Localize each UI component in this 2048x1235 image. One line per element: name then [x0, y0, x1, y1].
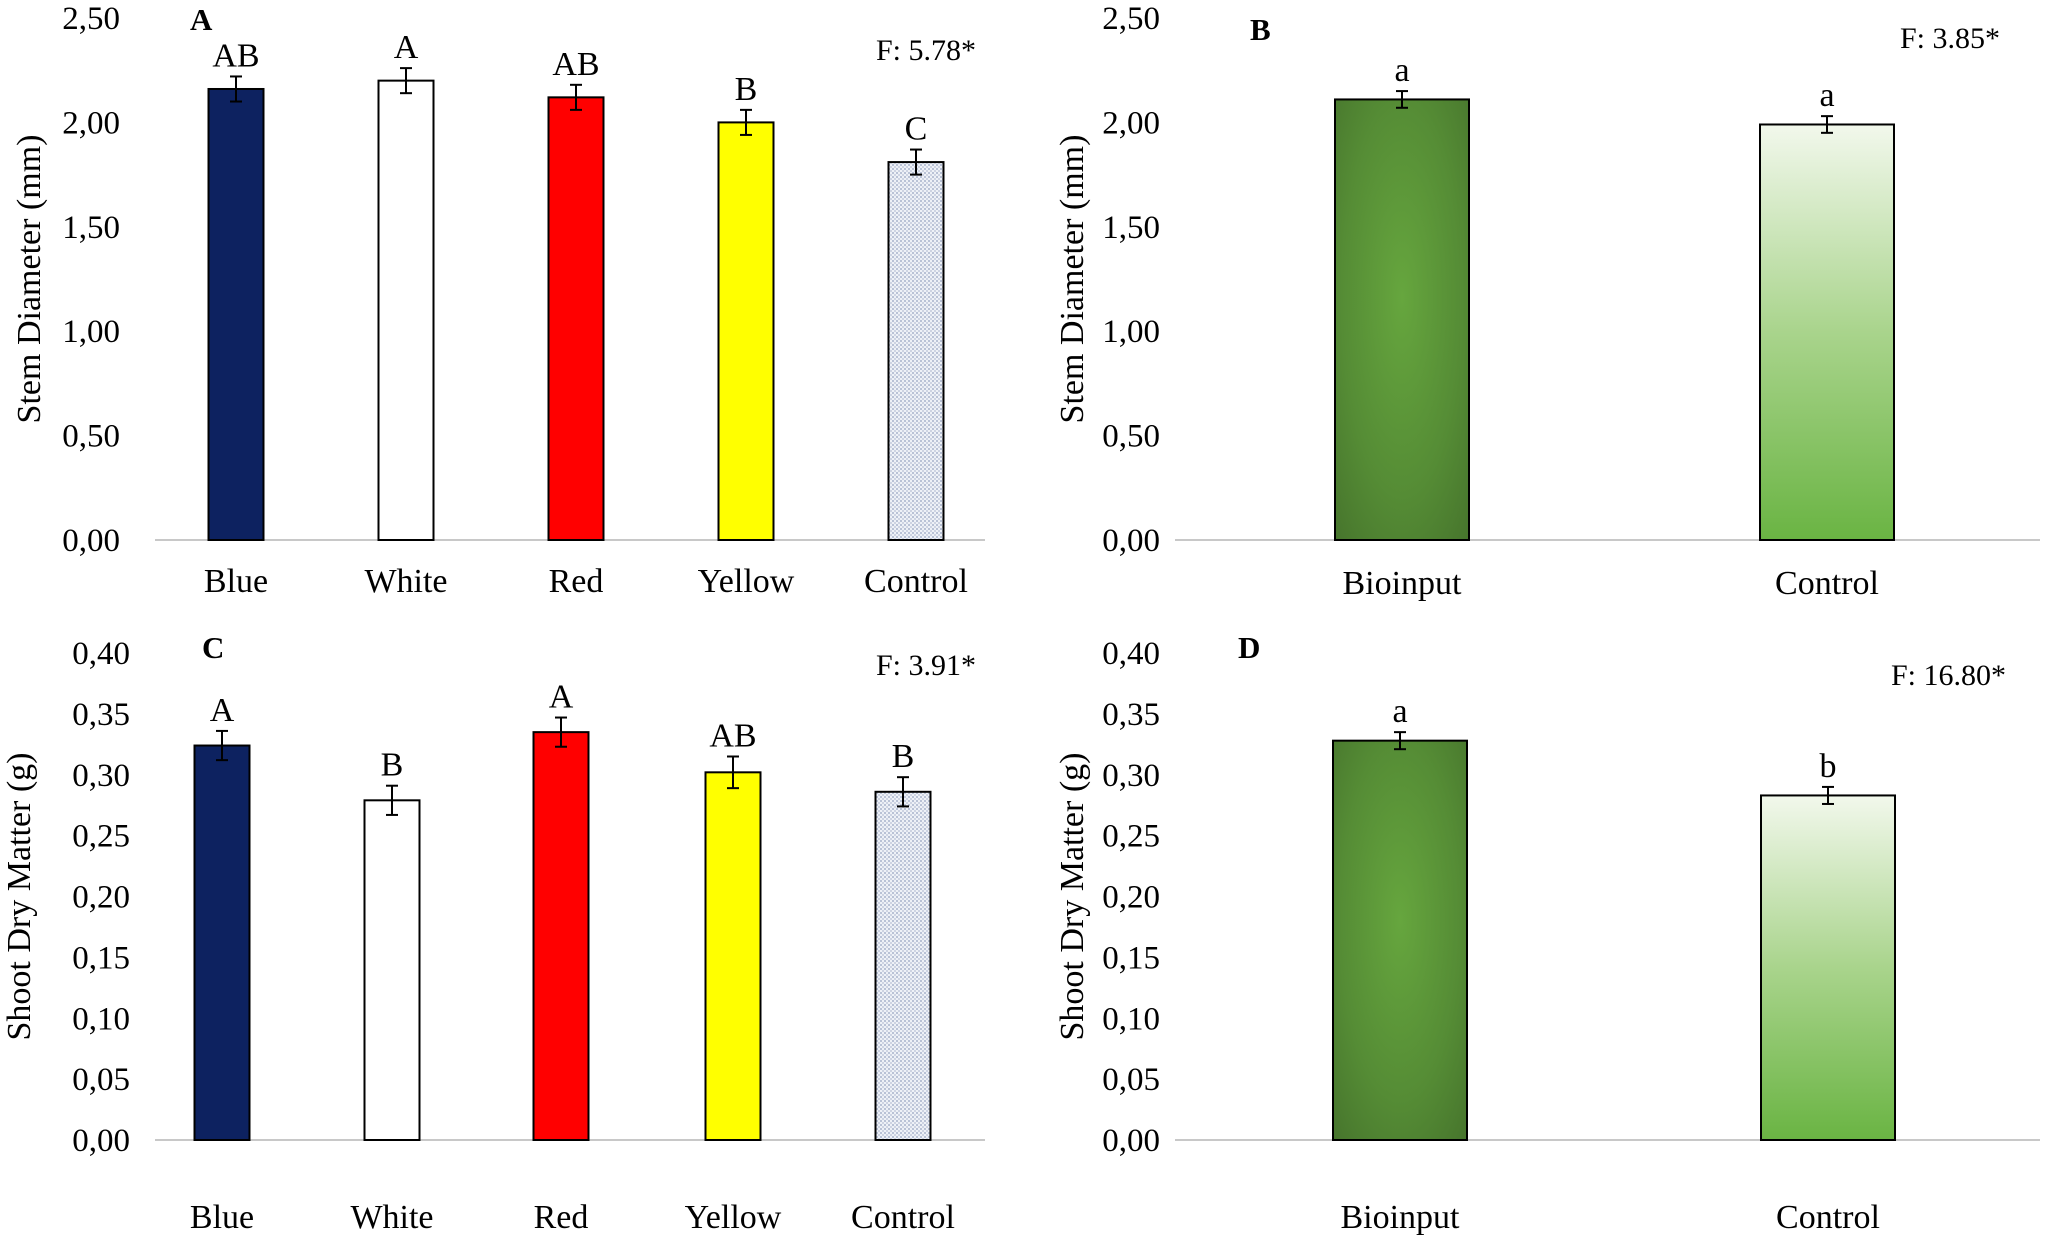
y-tick-label: 0,00 [62, 523, 120, 559]
y-tick-label: 1,00 [1102, 314, 1160, 350]
significance-letter: A [394, 29, 419, 66]
y-tick-label: 0,20 [72, 880, 130, 916]
y-tick-label: 2,00 [1102, 105, 1160, 141]
significance-letter: AB [709, 717, 756, 754]
y-tick-label: 0,40 [72, 636, 130, 672]
x-tick-label: White [350, 1199, 433, 1235]
y-tick-label: 2,50 [62, 1, 120, 37]
panel-label-A: A [190, 2, 213, 37]
x-tick-label: Control [864, 563, 968, 600]
significance-letter: a [1819, 77, 1834, 114]
y-tick-label: 0,10 [1102, 1001, 1160, 1037]
y-tick-label: 2,00 [62, 105, 120, 141]
x-tick-label: Control [1775, 565, 1879, 602]
significance-letter: AB [212, 37, 259, 74]
panel-A-plot: 0,00 0,50 1,00 1,50 2,00 2,50 Stem Diameter (m… [11, 1, 985, 600]
x-tick-label: Control [1776, 1199, 1880, 1235]
significance-letter: b [1820, 748, 1837, 785]
panel-B-plot: 0,00 0,50 1,00 1,50 2,00 2,50 Stem Diameter (m… [1054, 1, 2040, 602]
panel-B: B F: 3.85* 0,00 0,50 1,00 1,50 2,00 2,50 Stem … [1054, 1, 2040, 602]
y-tick-label: 0,10 [72, 1001, 130, 1037]
bar-yellow [704, 771, 762, 1141]
y-tick-label: 0,25 [72, 819, 130, 855]
y-axis-title: Stem Diameter (mm) [1054, 135, 1091, 424]
y-tick-label: 0,35 [1102, 697, 1160, 733]
bar-bioinput [1334, 98, 1470, 541]
x-tick-label: Red [549, 563, 604, 600]
bar-white [363, 799, 421, 1141]
y-tick-label: 0,20 [1102, 880, 1160, 916]
bar-blue [207, 87, 265, 541]
y-tick-label: 0,05 [72, 1062, 130, 1098]
y-axis-title: Stem Diameter (mm) [11, 135, 48, 424]
panel-label-D: D [1238, 630, 1260, 665]
x-tick-label: Yellow [685, 1199, 782, 1235]
panel-D: D F: 16.80* 0,00 0,05 0,10 0,15 0,20 0,25 0,30… [1054, 630, 2040, 1235]
y-tick-label: 0,05 [1102, 1062, 1160, 1098]
x-tick-label: Red [534, 1199, 589, 1235]
x-tick-label: Control [851, 1199, 955, 1235]
panel-label-B: B [1250, 12, 1271, 47]
x-tick-label: White [364, 563, 447, 600]
y-tick-label: 0,00 [72, 1123, 130, 1159]
y-tick-label: 0,30 [72, 758, 130, 794]
panel-D-plot: 0,00 0,05 0,10 0,15 0,20 0,25 0,30 0,35 0,40 Shoo… [1054, 636, 2040, 1235]
y-tick-label: 0,40 [1102, 636, 1160, 672]
x-tick-label: Blue [190, 1199, 254, 1235]
bar-bioinput [1332, 739, 1468, 1141]
x-tick-label: Yellow [698, 563, 795, 600]
significance-letter: a [1394, 52, 1409, 89]
significance-letter: B [735, 71, 758, 108]
bar-red [547, 96, 605, 542]
panel-C: C F: 3.91* 0,000,050,100,150,200,250,300… [1, 630, 985, 1235]
bar-blue [193, 744, 251, 1142]
f-statistic: F: 3.91* [876, 649, 976, 682]
bar-control [887, 161, 945, 542]
significance-letter: B [381, 747, 404, 784]
panel-C-plot: 0,00 0,05 0,10 0,15 0,20 0,25 0,30 0,35 0,40 Shoo… [1, 636, 985, 1235]
significance-letter: A [549, 679, 574, 716]
bar-white [377, 79, 435, 541]
y-axis-title: Shoot Dry Matter (g) [1054, 752, 1091, 1040]
f-statistic: F: 16.80* [1891, 659, 2006, 692]
y-axis-title: Shoot Dry Matter (g) [1, 752, 38, 1040]
bar-control [1760, 794, 1896, 1141]
y-tick-label: 1,50 [1102, 210, 1160, 246]
y-tick-label: 0,00 [1102, 523, 1160, 559]
y-tick-label: 0,15 [72, 940, 130, 976]
significance-letter: C [905, 111, 928, 148]
bar-control [874, 790, 932, 1141]
panel-A: A F: 5.78* 0,00 0,50 1,00 1,50 2,00 2,50 Stem … [11, 1, 985, 600]
panel-label-C: C [202, 630, 224, 665]
significance-letter: A [210, 692, 235, 729]
y-tick-label: 0,00 [1102, 1123, 1160, 1159]
y-tick-label: 0,30 [1102, 758, 1160, 794]
y-tick-label: 0,15 [1102, 940, 1160, 976]
y-tick-label: 0,25 [1102, 819, 1160, 855]
y-tick-label: 2,50 [1102, 1, 1160, 37]
x-tick-label: Bioinput [1342, 565, 1462, 602]
y-tick-label: 0,35 [72, 697, 130, 733]
significance-letter: AB [552, 46, 599, 83]
x-tick-label: Bioinput [1340, 1199, 1460, 1235]
y-tick-label: 1,50 [62, 210, 120, 246]
x-tick-label: Blue [204, 563, 268, 600]
bar-yellow [717, 121, 775, 542]
significance-letter: B [892, 738, 915, 775]
y-tick-label: 1,00 [62, 314, 120, 350]
f-statistic: F: 3.85* [1900, 22, 2000, 55]
bar-red [532, 731, 590, 1141]
y-tick-label: 0,50 [1102, 419, 1160, 455]
significance-letter: a [1392, 693, 1407, 730]
y-tick-label: 0,50 [62, 419, 120, 455]
f-statistic: F: 5.78* [876, 34, 976, 67]
bar-control [1759, 123, 1895, 541]
